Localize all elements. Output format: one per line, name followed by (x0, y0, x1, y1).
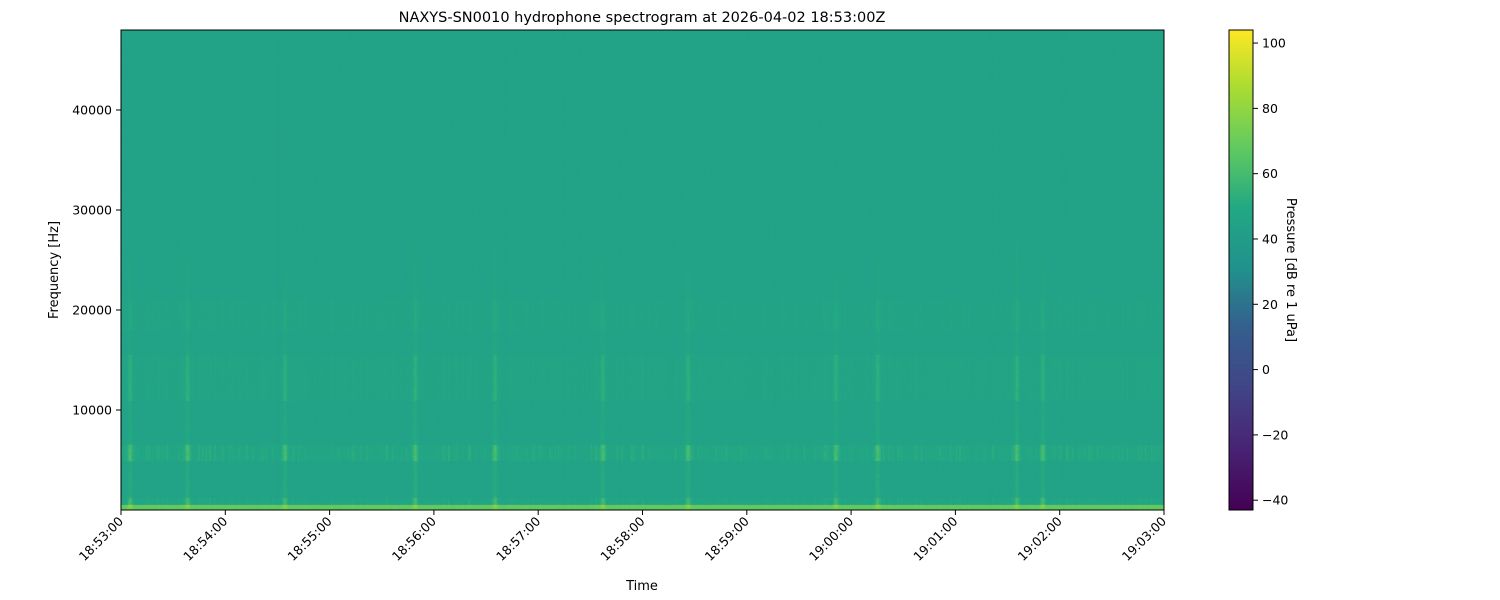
colorbar-frame (1228, 29, 1254, 511)
colorbar-tick-label: −20 (1262, 427, 1288, 442)
x-tick-label: 19:02:00 (1015, 513, 1065, 563)
y-tick-label: 10000 (72, 403, 112, 418)
y-tick-label: 40000 (72, 103, 112, 118)
x-tick-label: 18:56:00 (389, 513, 439, 563)
y-axis: 10000 20000 30000 40000 (72, 103, 121, 418)
x-tick-label: 19:00:00 (806, 513, 856, 563)
x-tick-label: 18:53:00 (76, 513, 126, 563)
colorbar-tick-label: 40 (1262, 231, 1278, 246)
x-tick-label: 18:55:00 (284, 513, 334, 563)
x-axis: 18:53:00 18:54:00 18:55:00 18:56:00 18:57:00… (76, 510, 1169, 564)
x-axis-label: Time (625, 579, 658, 594)
colorbar-label: Pressure [dB re 1 uPa] (1283, 198, 1298, 342)
plot-frame (120, 29, 1165, 511)
spectrogram-image (121, 30, 1164, 510)
x-tick-label: 18:58:00 (597, 513, 647, 563)
x-tick-label: 18:57:00 (493, 513, 543, 563)
chart-title: NAXYS-SN0010 hydrophone spectrogram at 2… (399, 10, 886, 26)
colorbar-tick-label: 60 (1262, 166, 1278, 181)
y-tick-label: 30000 (72, 203, 112, 218)
colorbar (1229, 30, 1253, 510)
y-axis-label: Frequency [Hz] (47, 221, 62, 319)
colorbar-tick-label: 100 (1262, 36, 1286, 51)
colorbar-tick-label: 0 (1262, 362, 1270, 377)
colorbar-axis: 100 80 60 40 20 0 −20 −40 (1253, 36, 1288, 508)
x-tick-label: 19:01:00 (910, 513, 960, 563)
colorbar-tick-label: 20 (1262, 297, 1278, 312)
x-tick-label: 18:54:00 (180, 513, 230, 563)
colorbar-tick-label: −40 (1262, 493, 1288, 508)
x-tick-label: 18:59:00 (702, 513, 752, 563)
y-tick-label: 20000 (72, 303, 112, 318)
x-tick-label: 19:03:00 (1119, 513, 1169, 563)
colorbar-tick-label: 80 (1262, 101, 1278, 116)
